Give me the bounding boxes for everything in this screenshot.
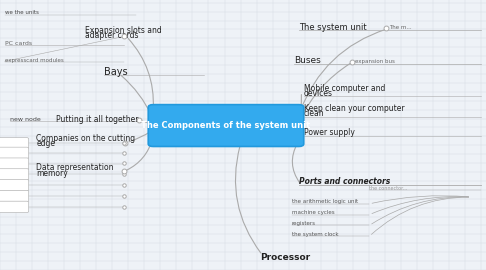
Text: s: s <box>2 193 5 198</box>
Text: s: s <box>2 172 5 177</box>
Text: Ports and connectors: Ports and connectors <box>299 177 390 187</box>
Text: PC cards: PC cards <box>5 41 32 46</box>
Text: Expansion slots and: Expansion slots and <box>85 26 162 35</box>
Text: edge: edge <box>36 139 55 148</box>
Text: expresscard modules: expresscard modules <box>5 58 64 63</box>
FancyBboxPatch shape <box>0 190 29 202</box>
Text: N: N <box>2 183 6 187</box>
Text: we the units: we the units <box>5 10 39 15</box>
Text: The Components of the system unit: The Components of the system unit <box>141 121 311 130</box>
Text: Putting it all together: Putting it all together <box>56 115 139 124</box>
Text: the connector...: the connector... <box>369 186 408 191</box>
Text: the system clock: the system clock <box>292 232 338 237</box>
Text: clean: clean <box>304 109 324 119</box>
Text: devices: devices <box>304 89 333 99</box>
Text: memory: memory <box>36 169 68 178</box>
FancyBboxPatch shape <box>0 169 29 180</box>
FancyBboxPatch shape <box>148 104 304 146</box>
Text: Bays: Bays <box>104 67 128 77</box>
Text: machine cycles: machine cycles <box>292 210 334 215</box>
FancyBboxPatch shape <box>0 180 29 191</box>
Text: Power supply: Power supply <box>304 128 355 137</box>
Text: Buses: Buses <box>294 56 321 65</box>
Text: y: y <box>2 150 6 155</box>
FancyBboxPatch shape <box>0 201 29 212</box>
Text: Data representation: Data representation <box>36 163 114 173</box>
Text: new node: new node <box>10 117 40 122</box>
Text: the arithmetic logic unit: the arithmetic logic unit <box>292 199 358 204</box>
FancyBboxPatch shape <box>0 138 29 149</box>
Text: adapter cards: adapter cards <box>85 31 139 40</box>
Text: The system unit: The system unit <box>299 22 366 32</box>
Text: Keep clean your computer: Keep clean your computer <box>304 104 404 113</box>
Text: registers: registers <box>292 221 315 226</box>
Text: M: M <box>2 161 7 166</box>
FancyBboxPatch shape <box>0 147 29 158</box>
Text: Processor: Processor <box>260 252 310 262</box>
Text: Mobile computer and: Mobile computer and <box>304 84 385 93</box>
Text: The m...: The m... <box>389 25 412 30</box>
Text: Companies on the cutting: Companies on the cutting <box>36 134 136 143</box>
Text: expansion bus: expansion bus <box>355 59 395 64</box>
Text: t: t <box>2 204 4 209</box>
FancyBboxPatch shape <box>0 158 29 169</box>
Text: a: a <box>2 141 6 146</box>
